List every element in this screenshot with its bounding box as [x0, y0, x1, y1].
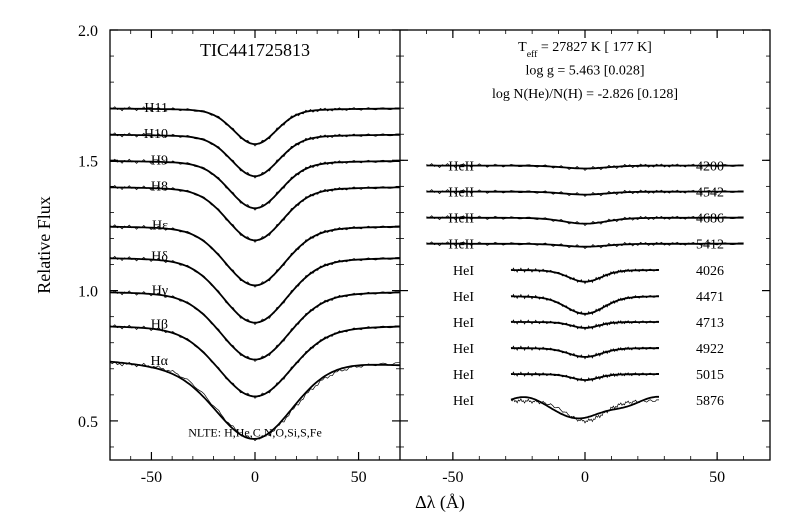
balmer-label: H8 — [151, 179, 168, 194]
xtick-label: 50 — [351, 469, 367, 486]
helium-wavelength: 4542 — [696, 186, 724, 201]
fit-param: Teff = 27827 K [ 177 K] — [518, 40, 652, 60]
ytick-label: 2.0 — [78, 23, 98, 40]
x-axis-label: Δλ (Å) — [415, 492, 465, 513]
helium-label: HeII — [448, 186, 474, 201]
helium-wavelength: 4713 — [696, 316, 724, 331]
balmer-label: Hβ — [151, 317, 168, 332]
helium-model — [511, 296, 659, 313]
balmer-label: Hε — [152, 218, 168, 233]
balmer-label: Hα — [151, 354, 169, 369]
helium-label: HeI — [453, 290, 474, 305]
ytick-label: 0.5 — [78, 414, 98, 431]
helium-label: HeII — [448, 238, 474, 253]
helium-label: HeI — [453, 368, 474, 383]
xtick-label: -50 — [141, 469, 162, 486]
helium-wavelength: 5876 — [696, 394, 724, 409]
balmer-label: Hγ — [152, 284, 168, 299]
helium-wavelength: 4471 — [696, 290, 724, 305]
helium-model — [511, 270, 659, 282]
xtick-label: 0 — [581, 469, 589, 486]
helium-label: HeI — [453, 264, 474, 279]
helium-wavelength: 5015 — [696, 368, 724, 383]
ytick-label: 1.5 — [78, 153, 98, 170]
helium-model — [511, 374, 659, 380]
balmer-label: H10 — [144, 127, 168, 142]
helium-label: HeI — [453, 316, 474, 331]
fit-param: log N(He)/N(H) = -2.826 [0.128] — [492, 87, 678, 102]
nlte-label: NLTE: H,He,C,N,O,Si,S,Fe — [188, 426, 322, 440]
balmer-label: Hδ — [151, 250, 168, 265]
plot-title: TIC441725813 — [200, 40, 310, 60]
balmer-label: H9 — [151, 153, 168, 168]
helium-wavelength: 4200 — [696, 160, 724, 175]
helium-model — [511, 348, 659, 357]
xtick-label: -50 — [442, 469, 463, 486]
helium-wavelength: 4922 — [696, 342, 724, 357]
helium-wavelength: 5412 — [696, 238, 724, 253]
helium-label: HeII — [448, 160, 474, 175]
spectral-fit-chart: 0.5 1.0 1.5 2.0 -50 0 50 -50 0 50 Δλ (Å) Relative F… — [0, 0, 800, 530]
helium-wavelength: 4026 — [696, 264, 724, 279]
balmer-label: H11 — [144, 101, 168, 116]
helium-model — [511, 322, 659, 328]
xtick-label: 0 — [251, 469, 259, 486]
helium-label: HeII — [448, 212, 474, 227]
helium-wavelength: 4686 — [696, 212, 724, 227]
y-axis-label: Relative Flux — [34, 196, 54, 294]
helium-label: HeI — [453, 342, 474, 357]
ytick-label: 1.0 — [78, 284, 98, 301]
helium-label: HeI — [453, 394, 474, 409]
xtick-label: 50 — [709, 469, 725, 486]
fit-param: log g = 5.463 [0.028] — [525, 63, 644, 78]
helium-model — [511, 397, 659, 419]
